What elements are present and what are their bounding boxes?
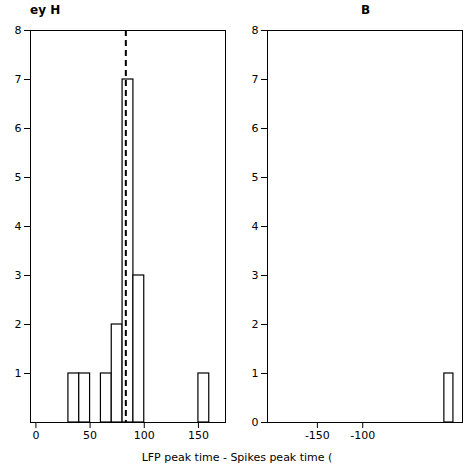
svg-text:0: 0	[32, 429, 39, 442]
svg-text:7: 7	[252, 73, 259, 86]
svg-text:50: 50	[83, 429, 97, 442]
svg-text:2: 2	[15, 318, 22, 331]
svg-text:8: 8	[15, 24, 22, 37]
svg-text:2: 2	[252, 318, 259, 331]
svg-text:150: 150	[188, 429, 209, 442]
svg-text:3: 3	[252, 269, 259, 282]
svg-text:3: 3	[15, 269, 22, 282]
svg-text:5: 5	[252, 171, 259, 184]
svg-text:7: 7	[15, 73, 22, 86]
svg-text:6: 6	[252, 122, 259, 135]
html-text:ey H: ey H	[30, 3, 61, 17]
svg-text:4: 4	[252, 220, 259, 233]
svg-text:5: 5	[15, 171, 22, 184]
svg-text:100: 100	[134, 429, 155, 442]
svg-text:8: 8	[252, 24, 259, 37]
html-text:B: B	[360, 3, 371, 17]
html-text:LFP peak time - Spikes peak ti: LFP peak time - Spikes peak time (	[141, 451, 333, 464]
svg-text:-150: -150	[305, 429, 330, 442]
svg-text:0: 0	[252, 416, 259, 429]
svg-text:-100: -100	[350, 429, 375, 442]
svg-text:1: 1	[15, 367, 22, 380]
svg-text:1: 1	[252, 367, 259, 380]
svg-text:6: 6	[15, 122, 22, 135]
svg-text:4: 4	[15, 220, 22, 233]
